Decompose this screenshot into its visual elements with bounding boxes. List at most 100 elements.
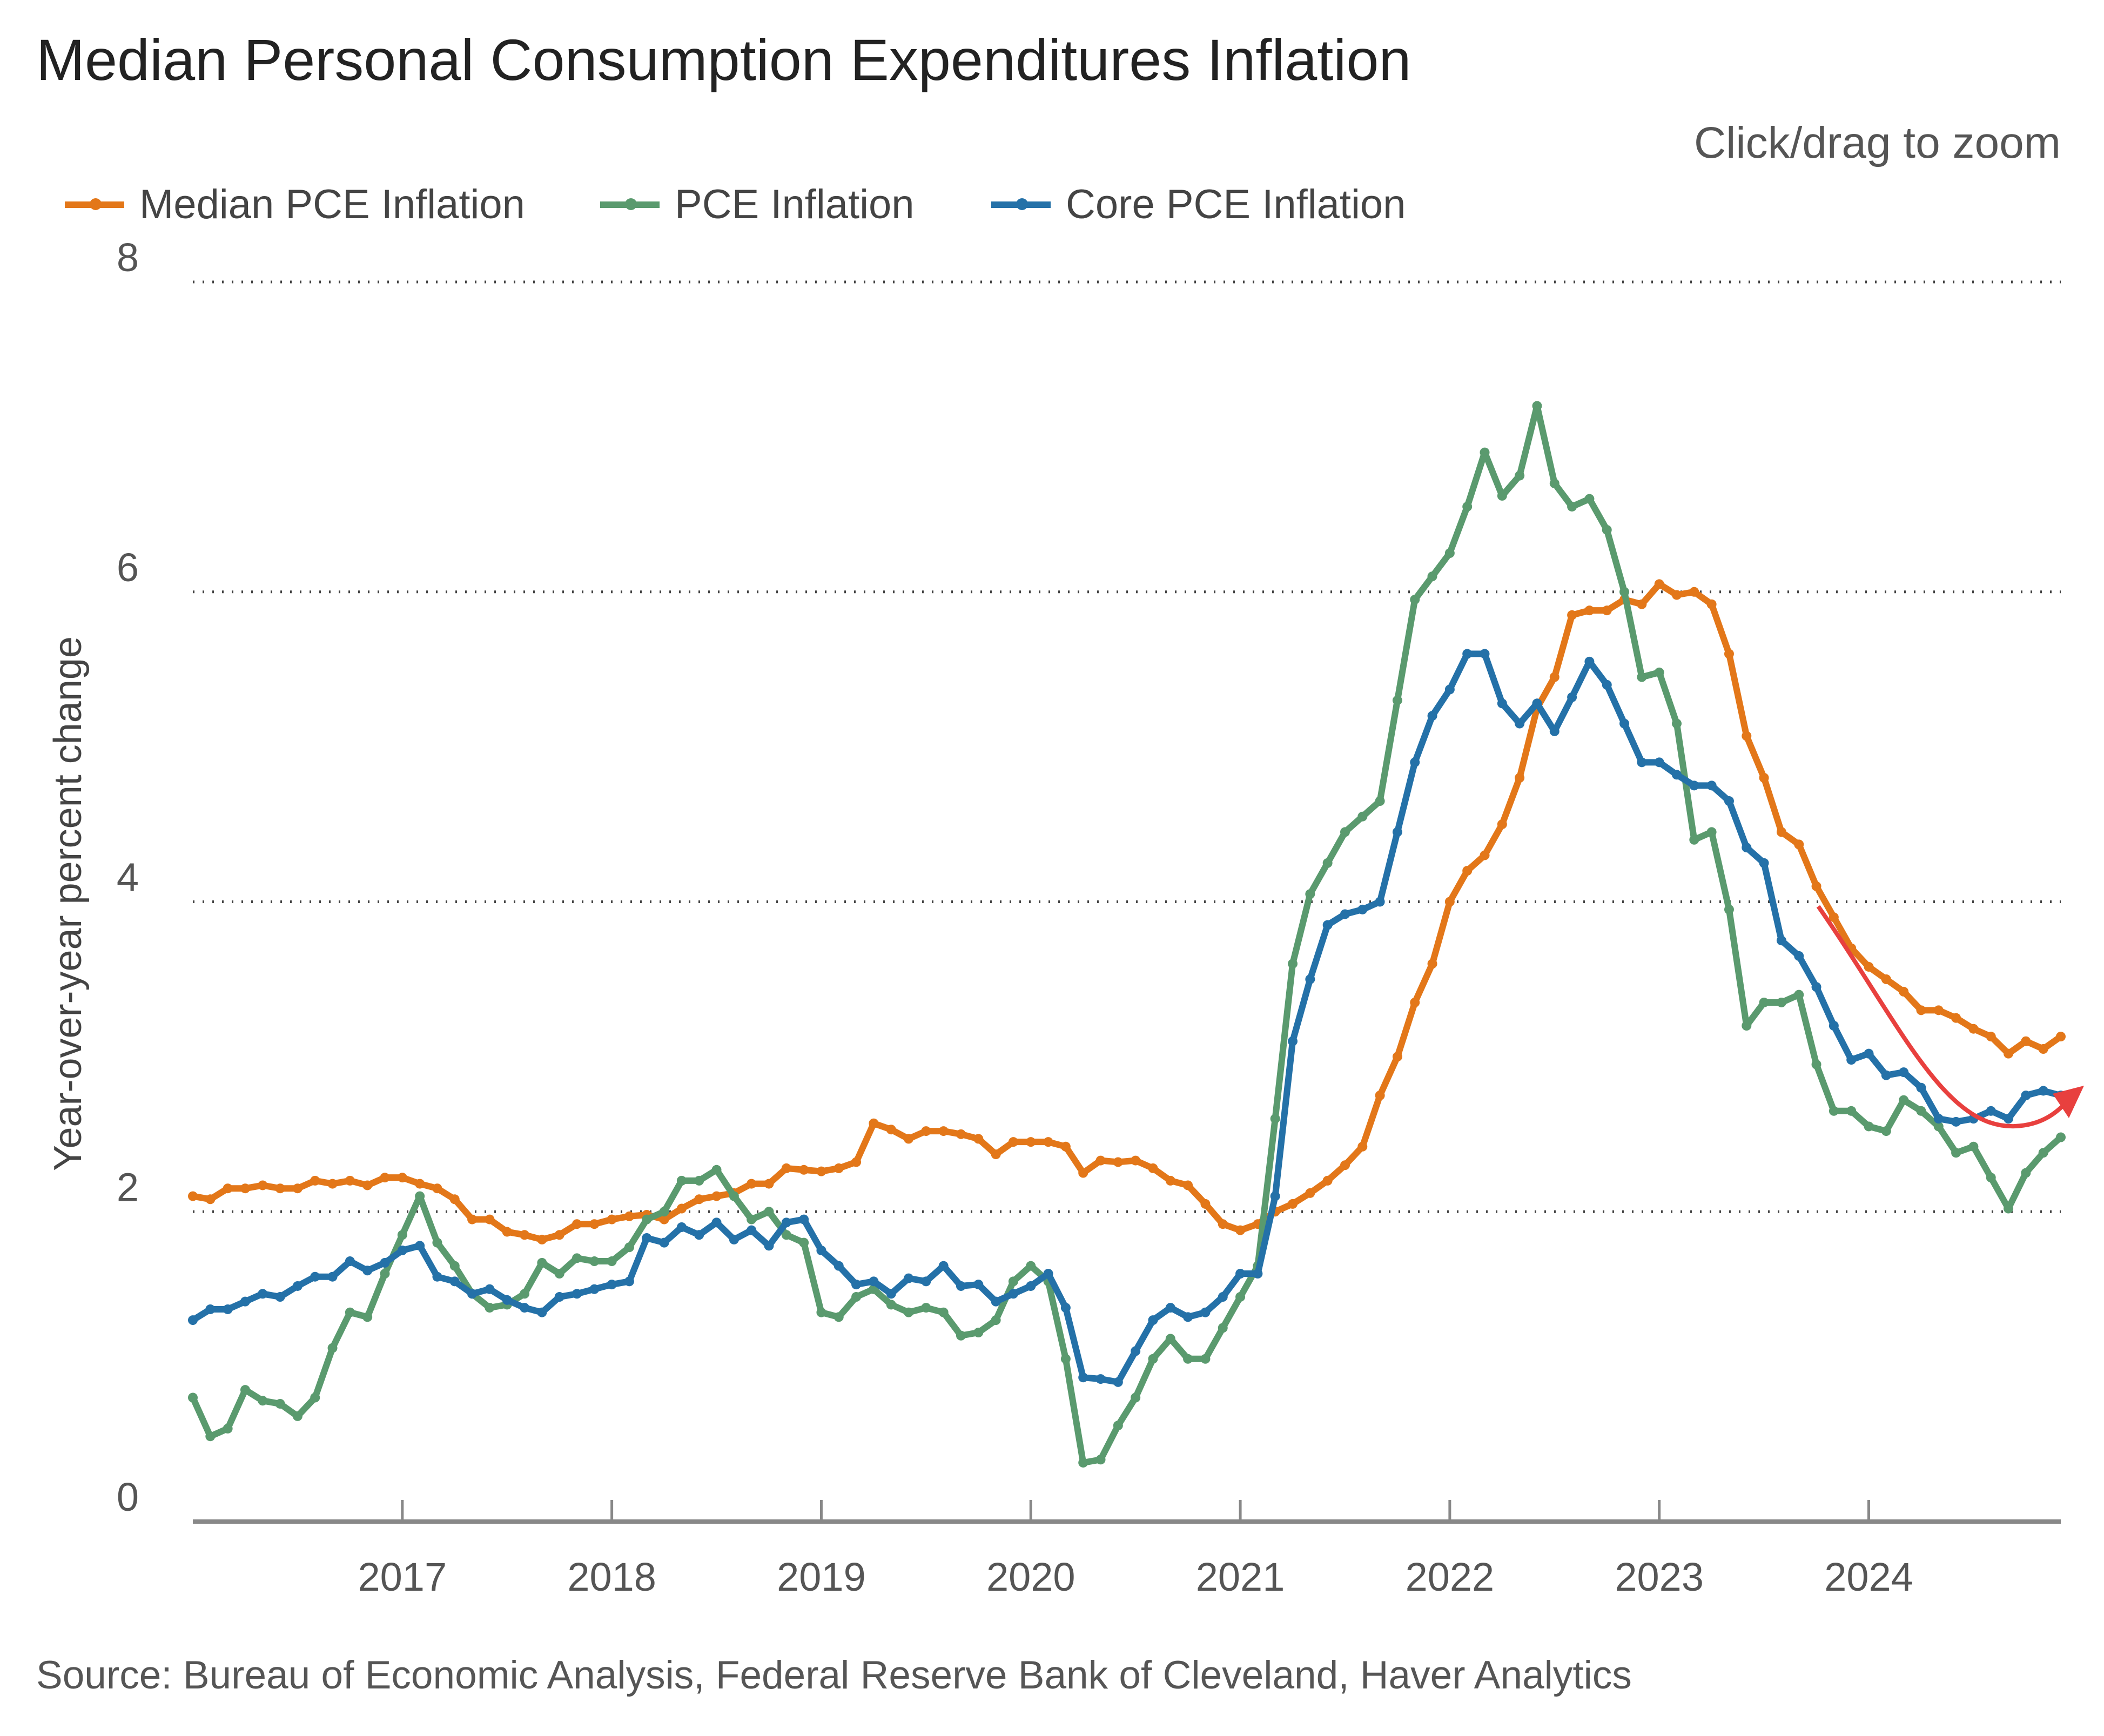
data-point[interactable] [1742, 1021, 1752, 1031]
data-point[interactable] [1218, 1292, 1228, 1302]
data-point[interactable] [1637, 599, 1647, 609]
data-point[interactable] [956, 1330, 966, 1341]
data-point[interactable] [449, 1194, 460, 1205]
data-point[interactable] [1060, 1141, 1071, 1152]
data-point[interactable] [607, 1214, 617, 1224]
data-point[interactable] [1759, 858, 1769, 868]
data-point[interactable] [1672, 590, 1682, 600]
data-point[interactable] [1392, 1052, 1402, 1062]
data-point[interactable] [729, 1234, 739, 1244]
data-point[interactable] [292, 1281, 303, 1291]
data-point[interactable] [240, 1385, 250, 1395]
data-point[interactable] [1794, 839, 1804, 850]
data-point[interactable] [1410, 757, 1420, 768]
data-point[interactable] [589, 1219, 600, 1229]
data-point[interactable] [397, 1230, 407, 1240]
data-point[interactable] [886, 1125, 896, 1135]
data-point[interactable] [1113, 1421, 1123, 1431]
data-point[interactable] [1444, 548, 1455, 559]
data-point[interactable] [223, 1423, 233, 1434]
data-point[interactable] [310, 1392, 320, 1403]
data-point[interactable] [1899, 1067, 1909, 1078]
data-point[interactable] [1864, 1048, 1874, 1059]
data-point[interactable] [223, 1304, 233, 1314]
data-point[interactable] [1794, 951, 1804, 961]
data-point[interactable] [275, 1398, 285, 1409]
data-point[interactable] [1200, 1199, 1211, 1209]
data-point[interactable] [1899, 986, 1909, 997]
data-point[interactable] [642, 1233, 652, 1243]
data-point[interactable] [310, 1175, 320, 1186]
data-point[interactable] [1357, 811, 1368, 822]
data-point[interactable] [747, 1214, 757, 1224]
data-point[interactable] [1340, 909, 1350, 919]
data-point[interactable] [1427, 959, 1437, 969]
data-point[interactable] [694, 1194, 704, 1205]
data-point[interactable] [1811, 982, 1821, 992]
data-point[interactable] [223, 1183, 233, 1194]
data-point[interactable] [1322, 1175, 1333, 1186]
data-point[interactable] [624, 1242, 634, 1253]
data-point[interactable] [362, 1180, 373, 1190]
data-point[interactable] [1410, 595, 1420, 605]
data-point[interactable] [1497, 698, 1507, 709]
data-point[interactable] [205, 1431, 216, 1442]
data-point[interactable] [904, 1307, 914, 1317]
data-point[interactable] [1148, 1354, 1158, 1364]
data-point[interactable] [520, 1303, 530, 1313]
data-point[interactable] [292, 1411, 303, 1421]
data-point[interactable] [1095, 1455, 1106, 1465]
data-point[interactable] [2038, 1086, 2048, 1096]
data-point[interactable] [275, 1183, 285, 1194]
data-point[interactable] [327, 1271, 338, 1282]
data-point[interactable] [1026, 1261, 1036, 1271]
data-point[interactable] [799, 1165, 809, 1175]
data-point[interactable] [1951, 1116, 1961, 1127]
data-point[interactable] [851, 1280, 862, 1290]
data-point[interactable] [1026, 1281, 1036, 1291]
data-point[interactable] [502, 1227, 512, 1237]
data-point[interactable] [711, 1165, 722, 1175]
data-point[interactable] [1480, 649, 1490, 659]
data-point[interactable] [1392, 695, 1402, 705]
data-point[interactable] [449, 1276, 460, 1287]
data-point[interactable] [1933, 1114, 1944, 1124]
data-point[interactable] [1043, 1269, 1053, 1279]
data-point[interactable] [310, 1271, 320, 1282]
data-point[interactable] [1706, 780, 1717, 791]
data-point[interactable] [1881, 1126, 1891, 1136]
data-point[interactable] [1183, 1180, 1193, 1190]
data-point[interactable] [1008, 1289, 1018, 1299]
data-point[interactable] [2021, 1091, 2031, 1101]
data-point[interactable] [1846, 1106, 1857, 1116]
data-point[interactable] [1829, 912, 1839, 923]
data-point[interactable] [886, 1300, 896, 1310]
data-point[interactable] [1602, 679, 1612, 690]
data-point[interactable] [816, 1245, 826, 1255]
data-point[interactable] [676, 1222, 687, 1232]
data-point[interactable] [1148, 1163, 1158, 1173]
data-point[interactable] [816, 1166, 826, 1176]
data-point[interactable] [1567, 692, 1577, 702]
data-point[interactable] [1515, 773, 1525, 783]
data-point[interactable] [537, 1234, 547, 1244]
data-point[interactable] [2021, 1036, 2031, 1046]
data-point[interactable] [1008, 1137, 1018, 1147]
data-point[interactable] [188, 1315, 198, 1325]
data-point[interactable] [799, 1237, 809, 1248]
data-point[interactable] [1602, 525, 1612, 535]
data-point[interactable] [240, 1296, 250, 1307]
data-point[interactable] [537, 1307, 547, 1317]
data-point[interactable] [921, 1126, 931, 1136]
data-point[interactable] [258, 1180, 268, 1190]
data-point[interactable] [1253, 1269, 1263, 1279]
data-point[interactable] [938, 1126, 949, 1136]
data-point[interactable] [432, 1237, 442, 1248]
data-point[interactable] [1480, 447, 1490, 457]
data-point[interactable] [2004, 1048, 2014, 1059]
data-point[interactable] [1706, 599, 1717, 609]
data-point[interactable] [1200, 1354, 1211, 1364]
data-point[interactable] [816, 1307, 826, 1317]
data-point[interactable] [485, 1284, 495, 1294]
data-point[interactable] [1742, 843, 1752, 853]
